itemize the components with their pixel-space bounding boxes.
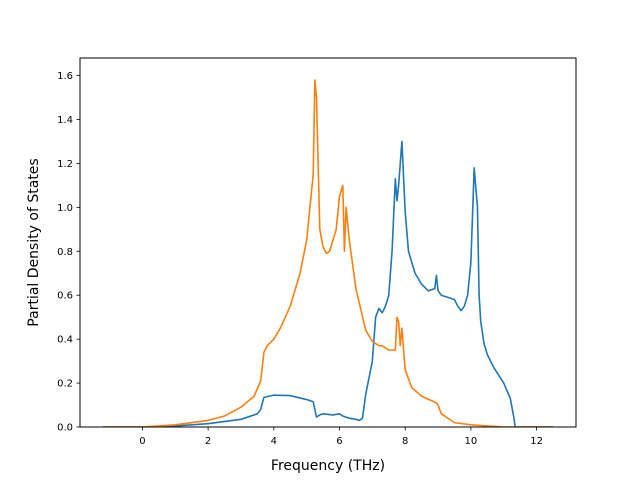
y-tick-label: 0.2 [57, 379, 73, 390]
y-axis-ticks: 0.0 0.2 0.4 0.6 0.8 1.0 1.2 1.4 1.6 [57, 71, 80, 434]
x-tick-label: 2 [205, 436, 211, 447]
y-tick-label: 0.8 [57, 247, 73, 258]
y-tick-label: 1.4 [57, 115, 73, 126]
axes-frame [79, 57, 577, 428]
y-tick-label: 0.6 [57, 291, 73, 302]
x-axis-label: Frequency (THz) [271, 458, 385, 474]
y-tick-label: 0.0 [57, 423, 73, 434]
series-line-2 [102, 79, 554, 427]
x-tick-label: 10 [465, 436, 478, 447]
x-tick-label: 8 [402, 436, 408, 447]
x-axis-ticks: 0 2 4 6 8 10 12 [139, 427, 543, 447]
series-layer [102, 79, 554, 427]
series-line-1 [102, 140, 554, 427]
y-axis-label: Partial Density of States [26, 158, 42, 326]
y-tick-label: 1.6 [57, 71, 73, 82]
x-tick-label: 4 [271, 436, 277, 447]
y-tick-label: 1.2 [57, 159, 73, 170]
x-tick-label: 12 [530, 436, 543, 447]
y-tick-label: 0.4 [57, 335, 73, 346]
x-tick-label: 6 [336, 436, 342, 447]
y-tick-label: 1.0 [57, 203, 73, 214]
x-tick-label: 0 [139, 436, 145, 447]
